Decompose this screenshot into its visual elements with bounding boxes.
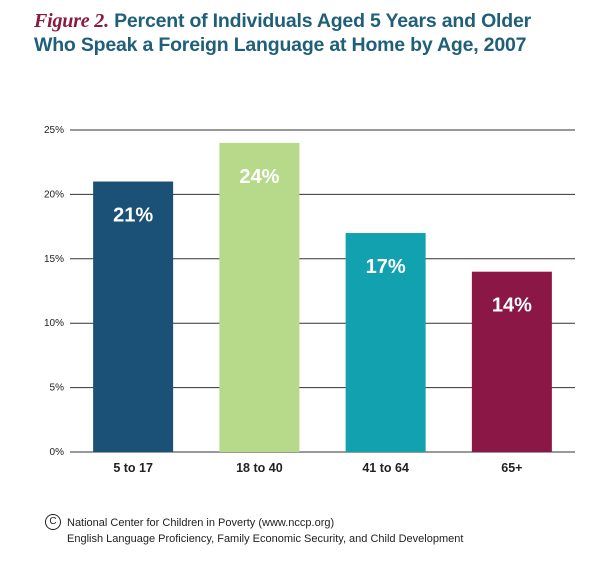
x-tick-label: 5 to 17 <box>113 461 153 475</box>
x-tick-label: 65+ <box>501 461 522 475</box>
chart-title: Figure 2. Percent of Individuals Aged 5 … <box>34 9 584 57</box>
y-tick-label: 20% <box>44 189 64 200</box>
y-tick-label: 5% <box>50 383 65 394</box>
bar <box>471 271 552 452</box>
bar <box>345 233 426 452</box>
bar-value-label: 21% <box>113 205 153 227</box>
bars <box>93 142 552 452</box>
y-tick-label: 10% <box>44 318 64 329</box>
y-tick-label: 0% <box>50 447 65 458</box>
figure-label: Figure 2. <box>34 10 109 32</box>
bar-value-labels: 21% 24% 17% 14% <box>113 166 532 317</box>
title-line-1: Percent of Individuals Aged 5 Years and … <box>114 10 531 32</box>
bar <box>219 142 300 452</box>
copyright-icon: C <box>45 514 61 530</box>
x-axis-ticks: 5 to 17 18 to 40 41 to 64 65+ <box>113 461 522 475</box>
bar-value-label: 14% <box>492 295 532 317</box>
bar-chart: 0% 5% 10% 15% 20% 25% 21% 24% 17% 14% 5 to 17 18 … <box>44 125 575 475</box>
y-axis-ticks: 0% 5% 10% 15% 20% 25% <box>44 125 64 458</box>
bar-value-label: 24% <box>239 166 279 188</box>
title-line-2: Who Speak a Foreign Language at Home by … <box>34 34 527 56</box>
source-line-1: National Center for Children in Poverty … <box>67 517 335 529</box>
x-tick-label: 41 to 64 <box>362 461 409 475</box>
source-line-2: English Language Proficiency, Family Eco… <box>67 533 464 545</box>
x-tick-label: 18 to 40 <box>236 461 283 475</box>
y-tick-label: 25% <box>44 125 64 136</box>
y-tick-label: 15% <box>44 254 64 265</box>
bar-value-label: 17% <box>366 256 406 278</box>
source-note: C National Center for Children in Povert… <box>45 514 464 547</box>
bar <box>93 181 174 452</box>
